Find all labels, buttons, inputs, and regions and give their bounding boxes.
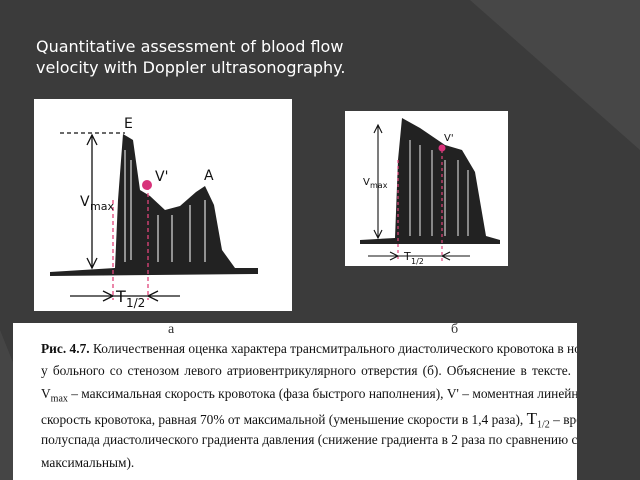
figure-letter: а [168, 322, 175, 337]
slide-title: Quantitative assessment of blood flow ve… [36, 37, 346, 77]
label-vmax: V [363, 177, 370, 188]
figure-label: Рис. 4.7. [41, 341, 90, 356]
symbol: T [526, 409, 538, 428]
label-vmax-sub: max [90, 200, 114, 213]
caption-text: – время [553, 412, 577, 427]
label-e: E [124, 116, 133, 132]
label-vmax: V [80, 194, 90, 210]
caption-line: Vmax – максимальная скорость кровотока (… [41, 386, 577, 405]
symbol: V [41, 386, 51, 401]
subscript: 1/2 [537, 419, 550, 431]
label-t: T [115, 287, 126, 306]
label-t-sub: 1/2 [126, 296, 145, 310]
label-t: T [403, 250, 411, 263]
caption-text: скорость кровотока, равная 70% от максим… [41, 412, 527, 427]
label-t-sub: 1/2 [411, 257, 424, 266]
figure-a-labels: E V' A V max T 1/2 [80, 116, 214, 310]
figure-b-labels: V' V max T 1/2 [363, 133, 454, 266]
caption-line: полуспада диастолического градиента давл… [41, 432, 577, 447]
caption-text: – максимальная скорость кровотока (фаза … [71, 386, 577, 401]
label-v-prime: V' [444, 133, 454, 144]
figure-letter: б [451, 322, 459, 337]
caption-line: Рис. 4.7. Количественная оценка характер… [41, 341, 577, 357]
caption-line: максимальным). [41, 455, 135, 470]
subscript: max [50, 393, 68, 405]
caption-line: скорость кровотока, равная 70% от максим… [41, 409, 577, 431]
caption: Рис. 4.7. Количественная оценка характер… [13, 323, 577, 480]
label-v-prime: V' [155, 169, 168, 185]
caption-text: Количественная оценка характера трансмит… [92, 341, 577, 356]
label-vmax-sub: max [370, 181, 388, 190]
label-a: A [204, 168, 214, 184]
caption-line: у больного со стенозом левого атриовентр… [41, 363, 571, 378]
